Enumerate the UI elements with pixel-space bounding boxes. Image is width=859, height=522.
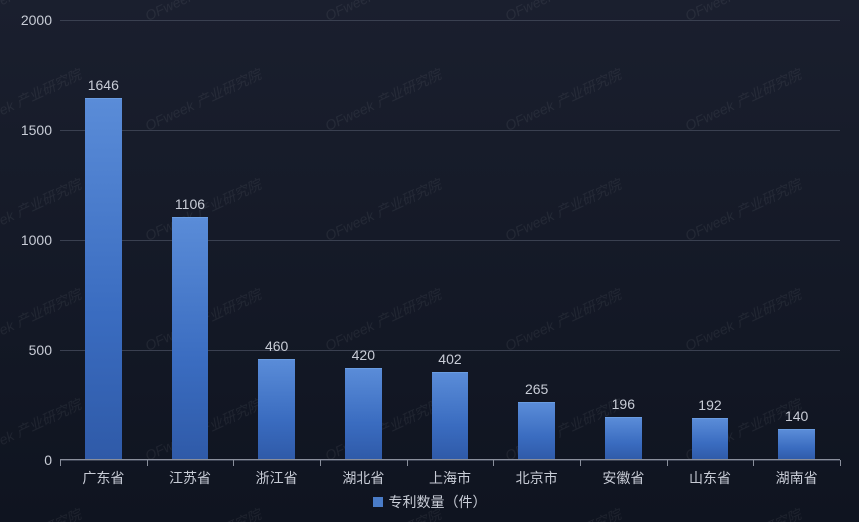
x-tick — [233, 460, 234, 466]
x-tick — [840, 460, 841, 466]
y-tick-label: 1500 — [21, 122, 60, 138]
x-tick — [493, 460, 494, 466]
y-tick-label: 0 — [44, 452, 60, 468]
bar: 420 — [345, 368, 381, 460]
x-tick — [147, 460, 148, 466]
bar-value-label: 1646 — [88, 77, 119, 99]
watermark-text: OFweek 产业研究院 — [142, 504, 265, 522]
x-tick — [753, 460, 754, 466]
y-tick-label: 500 — [29, 342, 60, 358]
legend-label: 专利数量（件） — [389, 492, 487, 512]
bar-value-label: 402 — [438, 351, 461, 373]
legend: 专利数量（件） — [373, 492, 487, 512]
y-tick-label: 2000 — [21, 12, 60, 28]
bar-value-label: 460 — [265, 338, 288, 360]
bar: 192 — [692, 418, 728, 460]
bar-value-label: 420 — [352, 347, 375, 369]
x-category-label: 湖北省 — [342, 460, 384, 488]
bar: 1646 — [85, 98, 121, 460]
bar-value-label: 140 — [785, 408, 808, 430]
x-tick — [667, 460, 668, 466]
y-tick-label: 1000 — [21, 232, 60, 248]
x-category-label: 上海市 — [429, 460, 471, 488]
bar-value-label: 1106 — [175, 196, 205, 218]
x-tick — [580, 460, 581, 466]
bar: 196 — [605, 417, 641, 460]
x-category-label: 北京市 — [516, 460, 558, 488]
watermark-text: OFweek 产业研究院 — [502, 504, 625, 522]
watermark-text: OFweek 产业研究院 — [0, 504, 84, 522]
bar: 1106 — [172, 217, 208, 460]
legend-swatch — [373, 497, 383, 507]
x-category-label: 安徽省 — [602, 460, 644, 488]
bar: 265 — [518, 402, 554, 460]
chart-container: OFweek 产业研究院 OFweek 产业研究院 OFweek 产业研究院 OFwe… — [0, 0, 859, 522]
x-category-label: 湖南省 — [776, 460, 818, 488]
bar-value-label: 192 — [698, 397, 721, 419]
x-tick — [407, 460, 408, 466]
bars-group: 1646 1106 460 420 402 265 196 192 140 — [60, 20, 840, 460]
bar-value-label: 265 — [525, 381, 548, 403]
x-category-label: 广东省 — [82, 460, 124, 488]
x-category-label: 江苏省 — [169, 460, 211, 488]
plot-area: 0500100015002000 16461106460420402265196… — [60, 20, 840, 460]
watermark-text: OFweek 产业研究院 — [682, 504, 805, 522]
bar: 460 — [258, 359, 294, 460]
bar-value-label: 196 — [612, 396, 635, 418]
x-category-label: 山东省 — [689, 460, 731, 488]
x-tick — [320, 460, 321, 466]
x-tick — [60, 460, 61, 466]
bar: 402 — [432, 372, 468, 460]
bar: 140 — [778, 429, 814, 460]
x-category-label: 浙江省 — [256, 460, 298, 488]
